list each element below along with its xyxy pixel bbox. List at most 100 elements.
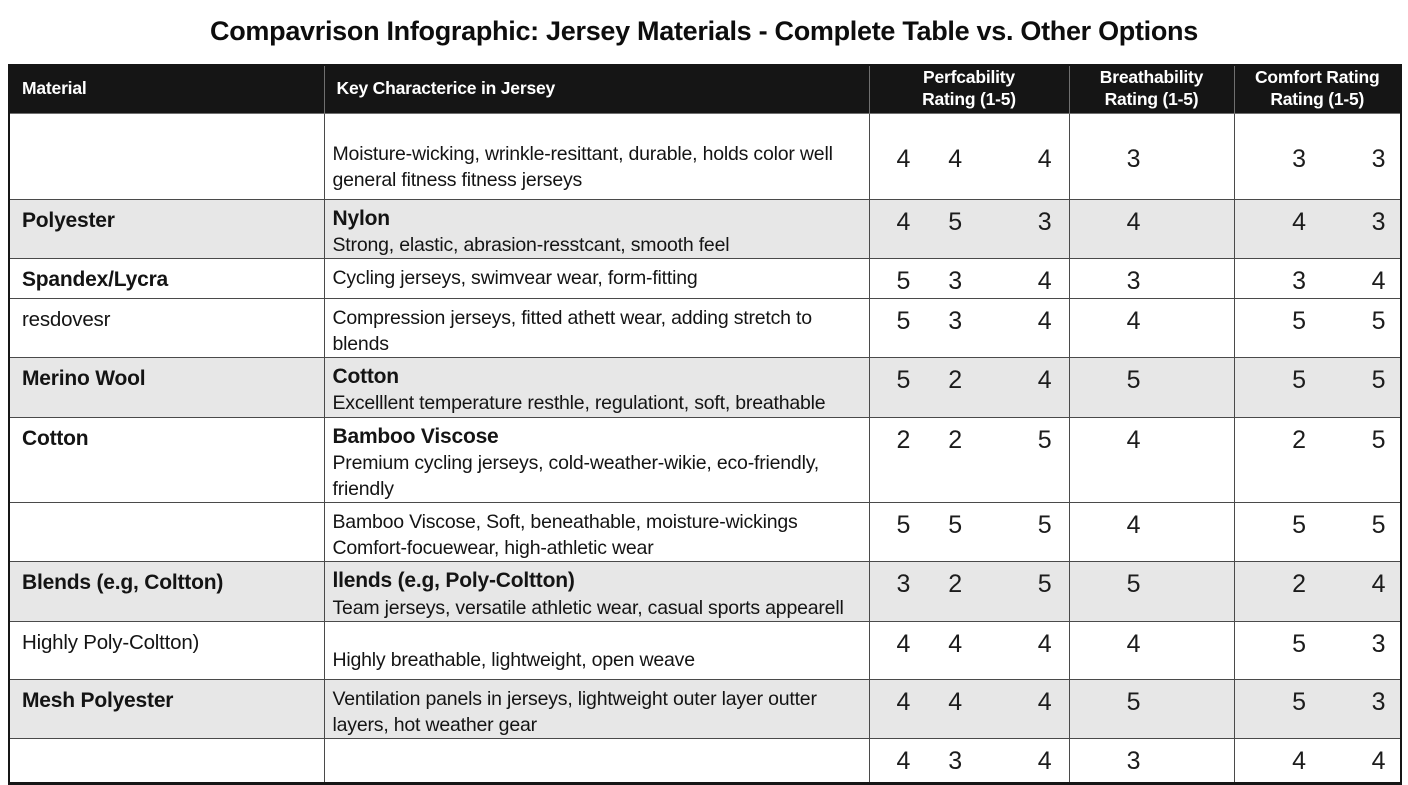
material-cell: Blends (e.g, Coltton) [8,561,325,622]
table-row: Spandex/Lycra Cycling jerseys, swimvear … [8,257,1402,299]
performance-rating-cell: 5 3 4 [868,257,1070,299]
rating-value: 5 [1126,366,1141,395]
key-text: Premium cycling jerseys, cold-weather-wi… [332,451,820,500]
page-title: Compavrison Infographic: Jersey Material… [210,16,1198,46]
table-row: Highly Poly-Coltton) Highly breathable, … [8,620,1402,680]
table-row: resdovesr Compression jerseys, fitted at… [8,297,1402,359]
key-cell: Bamboo Viscose Premium cycling jerseys, c… [323,416,870,503]
rating-value: 3 [1292,144,1306,173]
breathability-rating-cell: 4 [1068,416,1235,503]
rating-value: 5 [1292,629,1306,658]
key-cell: Cotton Excelllent temperature resthle, re… [323,357,870,418]
header-comfort-rating: Comfort Rating Rating (1-5) [1233,64,1402,114]
rating-value: 5 [1037,570,1052,599]
header-performance-rating: Perfcability Rating (1-5) [868,64,1070,114]
rating-value: 2 [948,425,962,454]
header-line: Rating (1-5) [922,89,1016,110]
rating-value: 4 [1292,746,1306,775]
performance-rating-cell: 4 3 4 [868,737,1070,784]
rating-value: 5 [1292,366,1306,395]
material-cell [8,112,325,200]
table-row: Cotton Bamboo Viscose Premium cycling jer… [8,416,1402,503]
rating-value: 4 [1126,511,1141,539]
rating-value: 4 [948,687,962,716]
rating-value: 4 [896,687,911,716]
header-line: Comfort Rating [1254,67,1380,88]
material-cell: Spandex/Lycra [8,257,325,299]
performance-rating-cell: 2 2 5 [868,416,1070,503]
header-line: Breathability [1099,67,1204,88]
performance-rating-cell: 4 4 4 [868,620,1070,680]
header-line: Perfcability [923,67,1015,88]
key-title: Nylon [332,206,391,230]
key-text: Cycling jerseys, swimvear wear, form-fit… [332,266,698,289]
breathability-rating-cell: 4 [1068,501,1235,563]
rating-value: 4 [1371,746,1386,775]
header-material: Material [8,64,325,114]
rating-value: 5 [896,511,911,539]
key-cell: Ventilation panels in jerseys, lightweig… [323,678,870,739]
rating-value: 5 [1292,511,1306,539]
rating-value: 4 [896,629,911,658]
performance-rating-cell: 5 2 4 [868,357,1070,418]
rating-value: 2 [896,425,911,454]
header-line: Rating (1-5) [1104,89,1199,110]
rating-value: 4 [1037,144,1052,173]
rating-value: 3 [1371,687,1386,716]
material-cell: Merino Wool [8,357,325,418]
performance-rating-cell: 3 2 5 [868,561,1070,622]
rating-value: 2 [948,570,962,599]
rating-value: 3 [1371,144,1386,173]
header-key-characteristics: Key Characterice in Jersey [323,64,870,114]
table-row: Blends (e.g, Coltton) llends (e.g, Poly-… [8,561,1402,622]
breathability-rating-cell: 3 [1068,737,1235,784]
table-row: Mesh Polyester Ventilation panels in jer… [8,678,1402,739]
key-cell: Bamboo Viscose, Soft, beneathable, moist… [323,501,870,563]
key-cell: llends (e.g, Poly-Coltton) Team jerseys, … [323,561,870,622]
breathability-rating-cell: 5 [1068,678,1235,739]
materials-comparison-table: Material Key Characterice in Jersey Perf… [8,64,1402,785]
key-title: Bamboo Viscose [332,424,499,448]
rating-value: 4 [948,144,962,173]
rating-value: 5 [1371,306,1386,335]
rating-value: 5 [1292,306,1306,335]
key-text: Highly breathable, lightweight, open wea… [332,648,696,671]
rating-value: 3 [1292,266,1306,295]
rating-value: 3 [1126,144,1141,173]
header-line: Rating (1-5) [1270,89,1365,110]
rating-value: 4 [896,144,911,173]
table-row: Polyester Nylon Strong, elastic, abrasion… [8,198,1402,259]
rating-value: 5 [948,207,962,236]
rating-value: 3 [1126,266,1141,295]
breathability-rating-cell: 3 [1068,112,1235,200]
rating-value: 4 [896,746,911,775]
rating-value: 3 [1371,207,1386,236]
table-header-row: Material Key Characterice in Jersey Perf… [8,64,1402,114]
key-cell: Compression jerseys, fitted athett wear,… [323,297,870,359]
rating-value: 5 [1292,687,1306,716]
rating-value: 3 [1126,746,1141,775]
material-cell [8,501,325,563]
rating-value: 5 [948,511,962,539]
key-text: Strong, elastic, abrasion-resstcant, smo… [332,233,730,256]
rating-value: 4 [1126,306,1141,335]
performance-rating-cell: 5 3 4 [868,297,1070,359]
table-row: Bamboo Viscose, Soft, beneathable, moist… [8,501,1402,563]
rating-value: 4 [1037,306,1052,335]
rating-value: 4 [1037,629,1052,658]
rating-value: 5 [1371,425,1386,454]
rating-value: 5 [896,266,911,295]
material-cell: Highly Poly-Coltton) [8,620,325,680]
key-cell [323,737,870,784]
rating-value: 5 [896,306,911,335]
rating-value: 5 [1371,511,1386,539]
breathability-rating-cell: 4 [1068,198,1235,259]
key-title: Cotton [332,365,400,389]
rating-value: 4 [1371,266,1386,295]
